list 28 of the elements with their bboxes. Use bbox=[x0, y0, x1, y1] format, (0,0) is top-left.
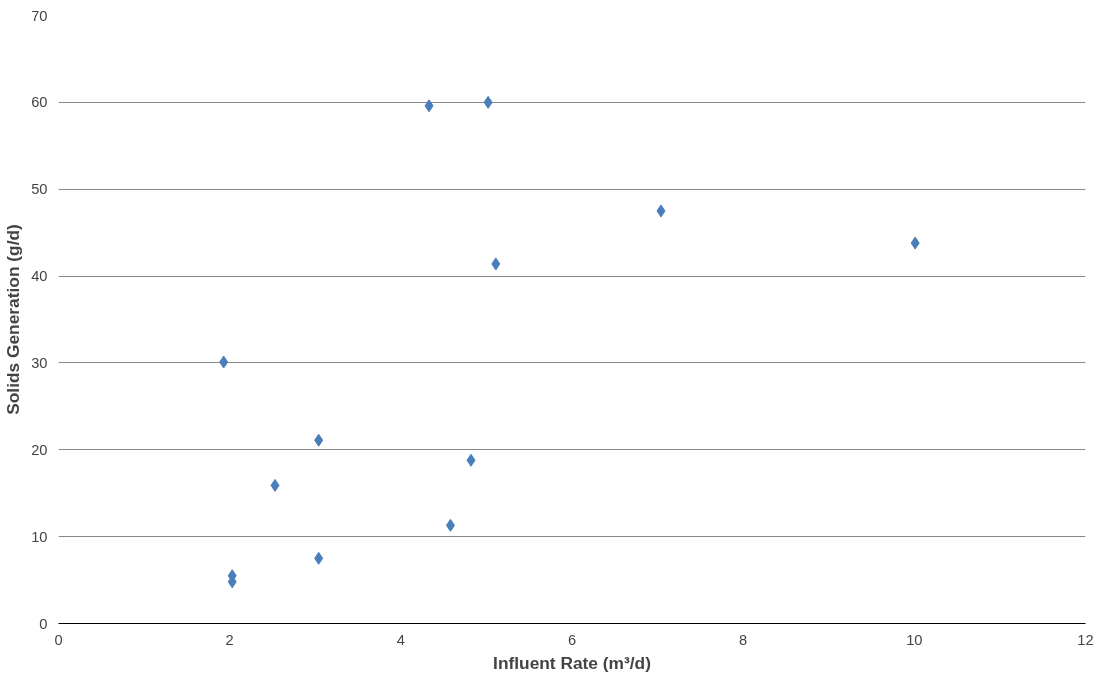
x-tick-label: 2 bbox=[225, 631, 234, 648]
point bbox=[483, 95, 493, 109]
point bbox=[270, 478, 280, 492]
x-axis-title: Influent Rate (m³/d) bbox=[493, 652, 651, 673]
x-tick-label: 8 bbox=[739, 631, 748, 648]
y-tick-label: 20 bbox=[31, 441, 48, 458]
y-tick-label: 60 bbox=[31, 94, 48, 111]
x-tick-label: 12 bbox=[1077, 631, 1094, 648]
y-tick-label: 70 bbox=[31, 7, 48, 24]
x-tick-label: 0 bbox=[54, 631, 63, 648]
x-tick-label: 4 bbox=[396, 631, 405, 648]
point bbox=[424, 99, 434, 113]
point bbox=[466, 453, 476, 467]
x-tick-label: 6 bbox=[567, 631, 577, 648]
point bbox=[656, 204, 666, 218]
point bbox=[491, 257, 501, 271]
x-tick-label: 10 bbox=[906, 631, 923, 648]
y-tick-label: 50 bbox=[31, 181, 48, 198]
y-axis-title: Solids Generation (g/d) bbox=[3, 224, 24, 415]
point bbox=[219, 355, 229, 369]
y-tick-label: 0 bbox=[39, 615, 48, 632]
point bbox=[314, 433, 324, 447]
y-tick-label: 30 bbox=[31, 354, 48, 371]
point bbox=[910, 236, 920, 250]
y-tick-label: 40 bbox=[31, 268, 48, 285]
point bbox=[314, 551, 324, 565]
y-tick-label: 10 bbox=[31, 528, 48, 545]
point bbox=[445, 518, 455, 532]
